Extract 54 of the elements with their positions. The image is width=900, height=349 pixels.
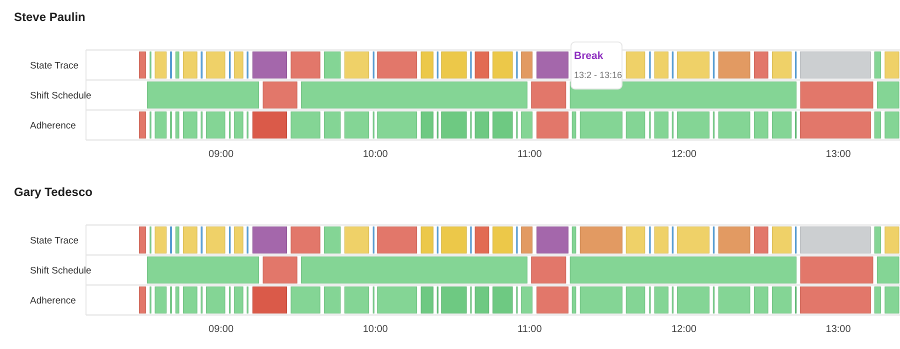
bar [580, 112, 622, 138]
bar [800, 52, 871, 78]
y-tick-label: State Trace [30, 236, 79, 246]
bar [474, 226, 490, 254]
x-tick-label: 09:00 [208, 149, 234, 160]
annotation: Break [574, 50, 604, 62]
bar [874, 286, 881, 314]
bar [154, 286, 167, 314]
bar [572, 286, 576, 314]
x-tick-label: 13:00 [826, 149, 852, 160]
x-tick-label: 12:00 [671, 149, 697, 160]
bar [175, 286, 180, 314]
bar [139, 226, 146, 254]
bar [874, 52, 881, 78]
bar [139, 52, 146, 78]
bar [572, 226, 576, 254]
bar [570, 256, 797, 284]
x-tick-label: 12:00 [671, 324, 697, 335]
bar [175, 112, 180, 138]
bar [324, 226, 341, 254]
bar [175, 226, 180, 254]
bar [876, 82, 900, 108]
x-tick-label: 09:00 [208, 324, 234, 335]
x-tick-label: 11:00 [518, 149, 542, 160]
y-tick-label: Adherence [30, 296, 76, 306]
bar [252, 112, 287, 138]
bar [154, 112, 167, 138]
bar [139, 286, 146, 314]
bar [570, 82, 797, 108]
y-tick-label: Adherence [30, 120, 76, 132]
bar [324, 286, 341, 314]
x-tick-label: 10:00 [362, 149, 388, 160]
x-tick-label: 10:00 [362, 324, 388, 335]
y-tick-label: Shift Schedule [30, 90, 92, 102]
bar [874, 226, 881, 254]
bar [474, 52, 490, 78]
bar [301, 82, 528, 108]
bar [175, 52, 180, 78]
chart-title: Steve Paulin [14, 10, 86, 24]
bar [324, 52, 341, 78]
y-tick-label: State Trace [30, 60, 79, 72]
bar [874, 112, 881, 138]
annotation: 13:2 - 13:16 [574, 70, 622, 80]
bar [139, 112, 146, 138]
y-tick-label: Shift Schedule [30, 266, 92, 276]
bar [800, 226, 871, 254]
x-tick-label: 13:00 [826, 324, 852, 335]
bar [301, 256, 528, 284]
bar [572, 112, 576, 138]
bar [324, 112, 341, 138]
bar [876, 256, 900, 284]
bar [252, 286, 287, 314]
x-tick-label: 11:00 [518, 324, 542, 335]
chart-title: Gary Tedesco [14, 185, 92, 199]
